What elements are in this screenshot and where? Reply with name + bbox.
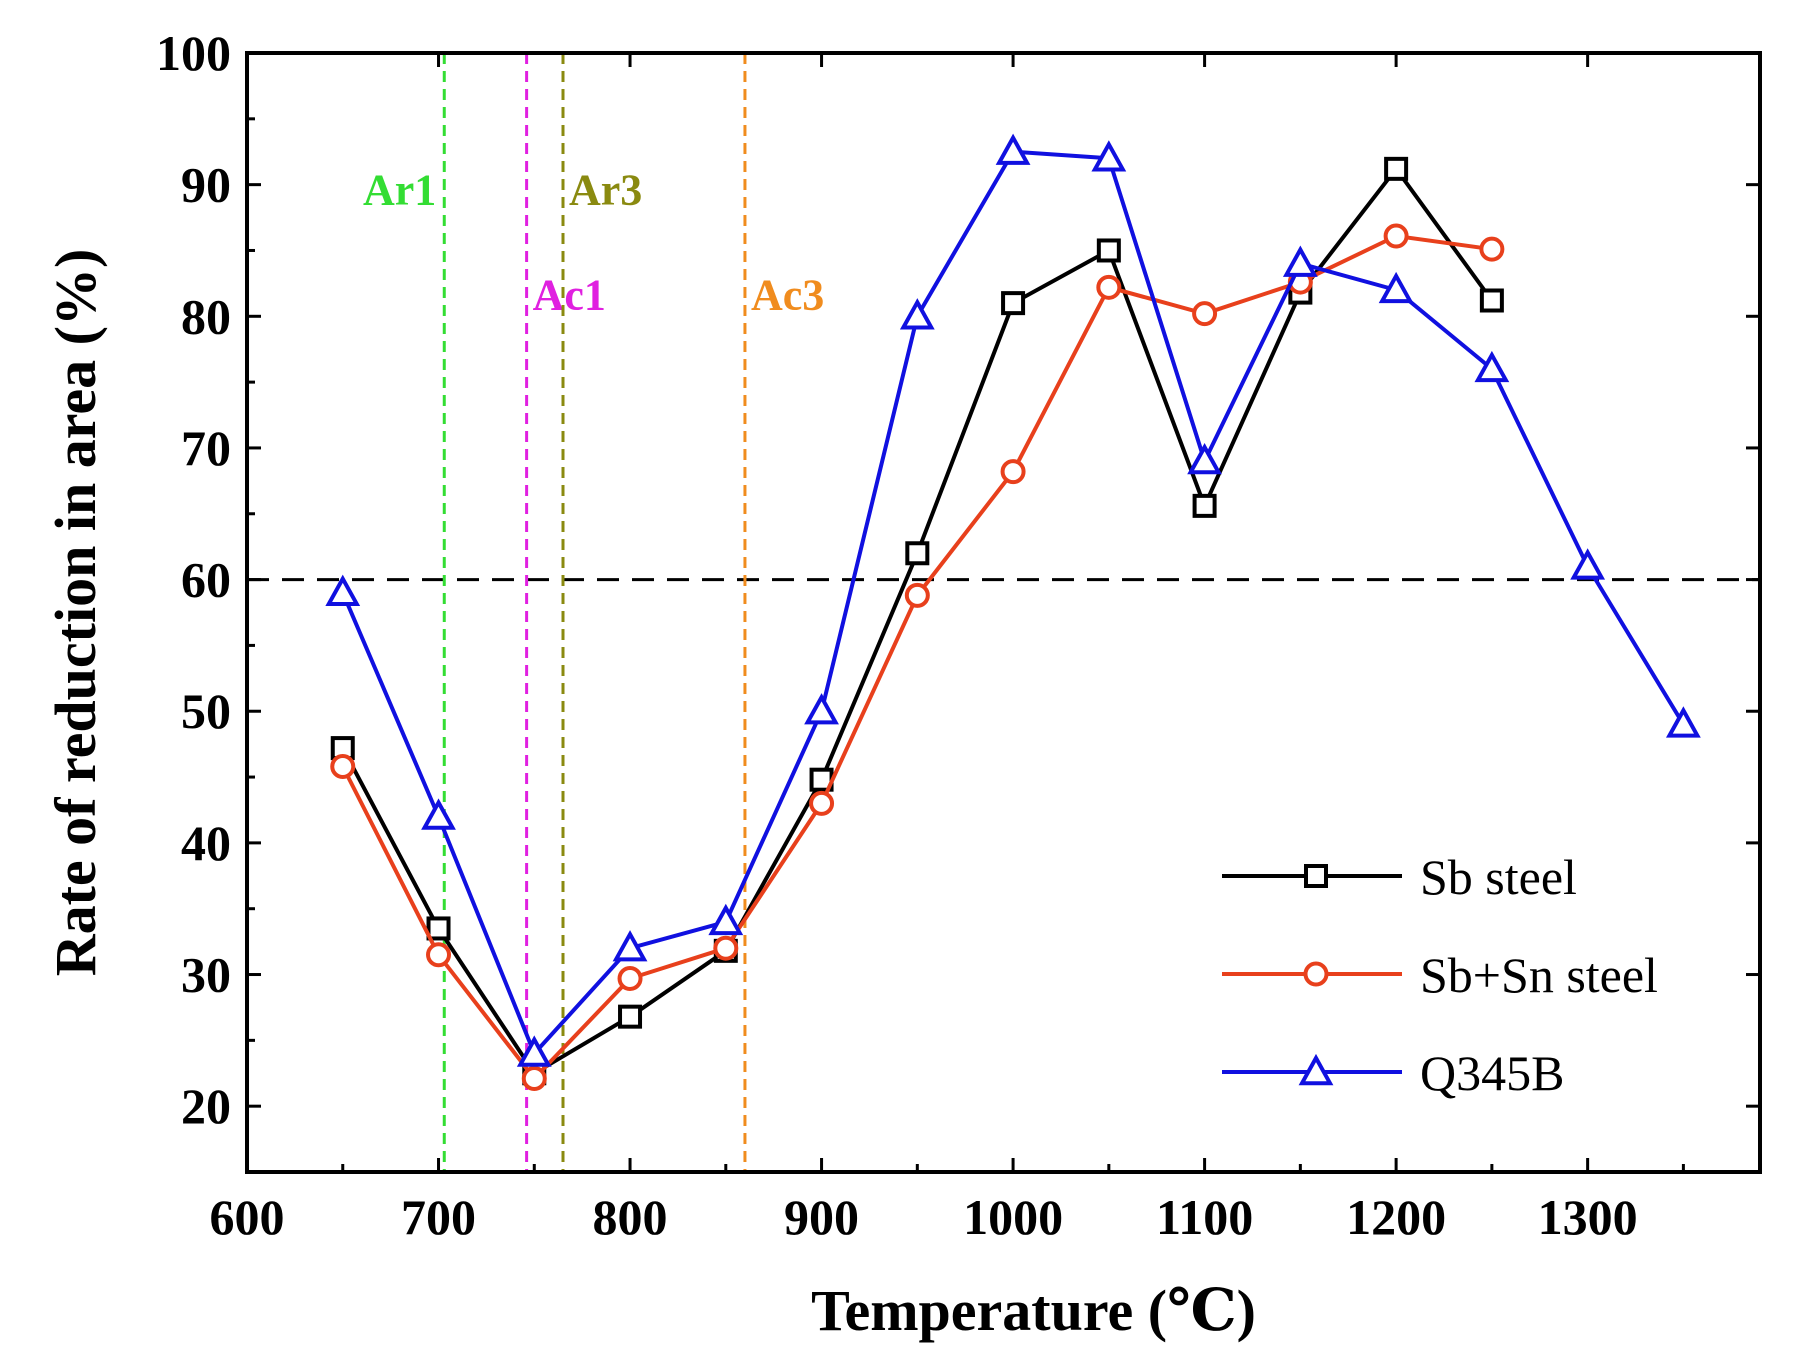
point-sb-sn-steel-1000 (1000, 459, 1026, 485)
y-tick-label-40: 40 (181, 815, 231, 871)
point-sb-sn-steel-950 (904, 582, 930, 608)
point-q345b-1250 (1474, 350, 1510, 383)
point-q345b-950 (899, 298, 935, 330)
point-sb-sn-steel-1200 (1383, 223, 1409, 249)
x-axis-title: Temperature (℃) (811, 1278, 1256, 1343)
point-sb-sn-steel-800 (617, 965, 643, 991)
x-tick-label-600: 600 (210, 1189, 285, 1245)
x-tick-label-1100: 1100 (1156, 1189, 1253, 1245)
y-tick-label-80: 80 (181, 288, 231, 344)
point-sb-steel-950 (905, 541, 930, 566)
point-q345b-850 (708, 903, 744, 936)
point-sb-sn-steel-900 (809, 790, 835, 816)
point-q345b-1100 (1187, 442, 1222, 475)
phase-lines-group: Ar1 Ac1 Ar3 Ac3 (363, 53, 824, 1172)
point-sb-sn-steel-1250 (1479, 236, 1505, 262)
point-sb-steel-1250 (1479, 288, 1504, 313)
legend-label-q345b: Q345B (1420, 1045, 1564, 1101)
point-sb-sn-steel-1100 (1192, 301, 1218, 327)
point-sb-steel-800 (618, 1004, 643, 1029)
point-q345b-1050 (1091, 140, 1127, 172)
legend-marker-sb-steel (1304, 864, 1328, 888)
point-q345b-1350 (1665, 706, 1701, 738)
y-tick-label-100: 100 (156, 25, 231, 81)
phase-label-ac1: Ac1 (533, 271, 606, 320)
point-sb-steel-1200 (1384, 156, 1409, 181)
x-tick-label-800: 800 (593, 1189, 668, 1245)
y-tick-label-50: 50 (181, 683, 231, 739)
point-sb-sn-steel-700 (426, 942, 452, 968)
point-q345b-750 (516, 1035, 552, 1067)
x-tick-label-1200: 1200 (1346, 1189, 1446, 1245)
y-axis-title: Rate of reduction in area (%) (43, 249, 108, 977)
point-q345b-700 (421, 798, 456, 830)
legend: Sb steel Sb+Sn steel Q345B (1222, 849, 1658, 1101)
point-sb-steel-1050 (1096, 238, 1121, 263)
point-q345b-800 (612, 930, 648, 962)
y-tick-label-60: 60 (181, 552, 231, 608)
phase-label-ac3: Ac3 (751, 271, 824, 320)
y-tick-label-90: 90 (181, 157, 231, 213)
point-sb-sn-steel-1050 (1096, 274, 1122, 300)
point-sb-steel-1000 (1001, 291, 1026, 316)
point-sb-sn-steel-750 (521, 1066, 547, 1092)
point-sb-sn-steel-850 (713, 935, 739, 961)
y-tick-label-70: 70 (181, 420, 231, 476)
point-q345b-1000 (995, 133, 1031, 165)
point-q345b-1150 (1282, 245, 1318, 277)
point-sb-steel-700 (426, 916, 451, 941)
series-group (325, 133, 1701, 1092)
point-q345b-900 (804, 693, 839, 725)
point-q345b-650 (325, 574, 361, 606)
x-tick-label-900: 900 (784, 1189, 859, 1245)
point-q345b-1300 (1570, 548, 1606, 580)
phase-label-ar3: Ar3 (569, 165, 642, 214)
legend-label-sb-sn-steel: Sb+Sn steel (1420, 947, 1658, 1003)
phase-label-ar1: Ar1 (363, 165, 436, 214)
point-sb-sn-steel-650 (330, 754, 356, 780)
legend-marker-q345b (1298, 1053, 1334, 1086)
x-tick-label-1000: 1000 (963, 1189, 1063, 1245)
y-tick-label-20: 20 (181, 1078, 231, 1134)
point-q345b-1200 (1378, 271, 1414, 304)
plot-frame (245, 51, 1762, 1174)
x-tick-label-700: 700 (401, 1189, 476, 1245)
point-sb-steel-1100 (1192, 493, 1217, 518)
axes-group: 600 700 800 900 1000 1100 1200 1300 20 30 40 50 60 70… (43, 25, 1762, 1343)
x-tick-label-1300: 1300 (1538, 1189, 1638, 1245)
legend-label-sb-steel: Sb steel (1420, 849, 1577, 905)
series-line-sb-sn-steel (341, 234, 1493, 1081)
y-tick-label-30: 30 (181, 947, 231, 1003)
legend-marker-sb-sn-steel (1303, 961, 1329, 987)
